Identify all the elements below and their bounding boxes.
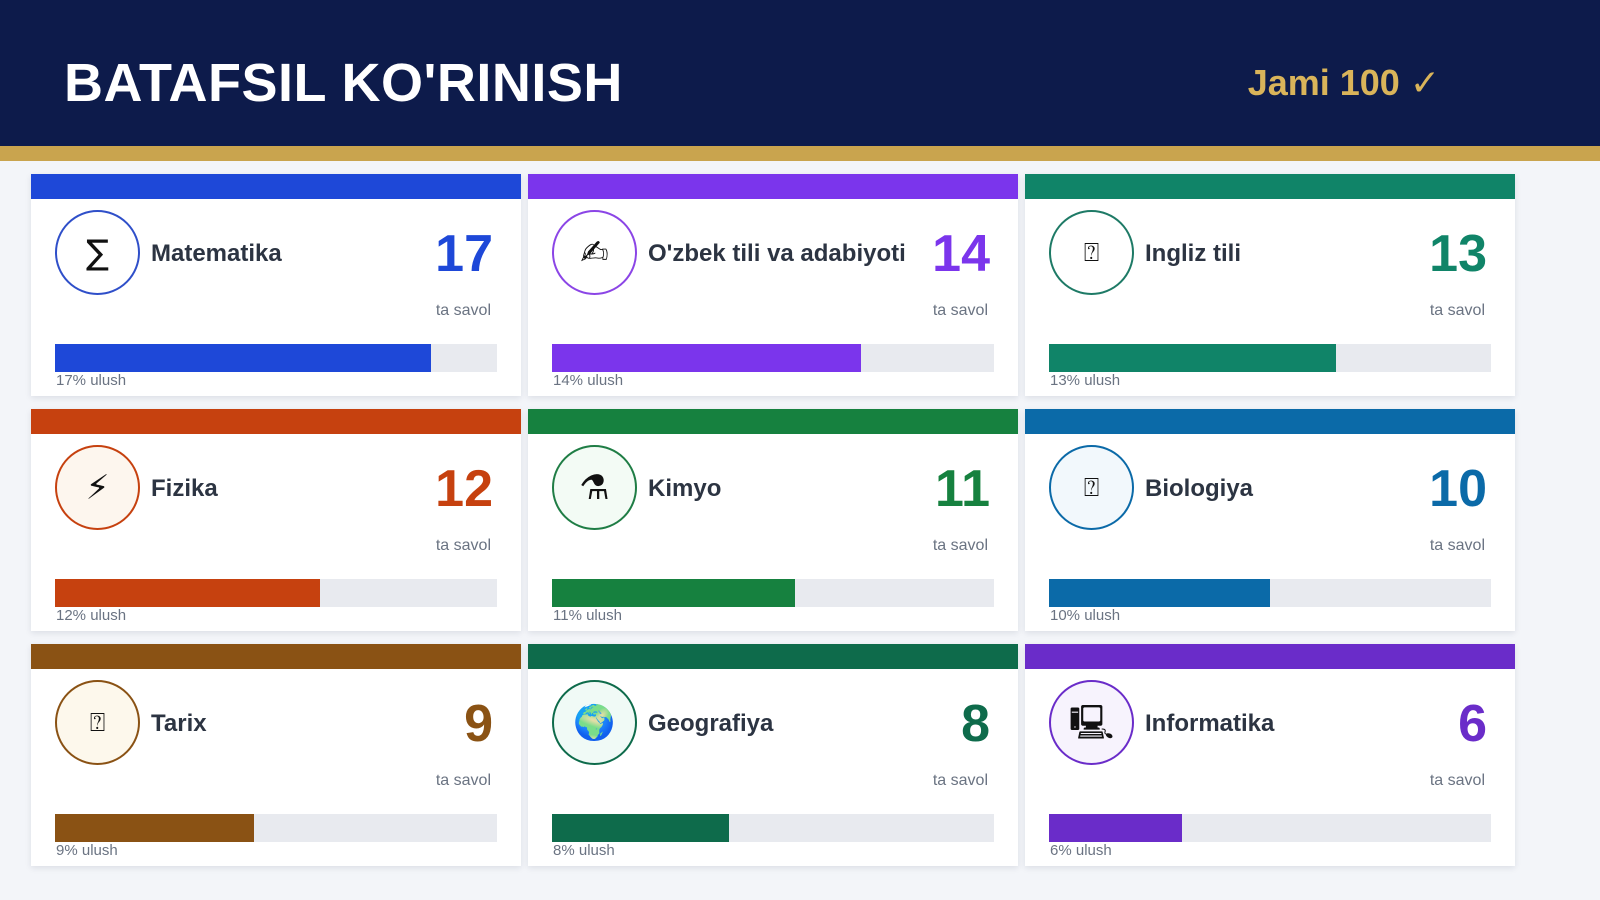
header-bar: BATAFSIL KO'RINISH Jami 100 ✓: [0, 0, 1600, 146]
question-count: 11: [935, 460, 990, 518]
card-accent-bar: [528, 174, 1018, 199]
sigma-icon: ∑: [86, 232, 109, 273]
subject-name: Informatika: [1145, 710, 1275, 737]
share-label: 17% ulush: [56, 372, 127, 389]
subject-card: ⍰ Biologiya 10 ta savol 10% ulush: [1025, 409, 1515, 631]
subject-icon-circle: ⍰: [55, 680, 140, 765]
globe-icon: 🌍: [573, 702, 616, 743]
subject-name: O'zbek tili va adabiyoti: [648, 240, 906, 267]
total-badge: Jami 100 ✓: [1247, 62, 1440, 103]
share-progress-fill: [1049, 814, 1182, 842]
subject-card: 🌍 Geografiya 8 ta savol 8% ulush: [528, 644, 1018, 866]
header-divider: [0, 146, 1600, 161]
share-progress-track: [552, 579, 994, 607]
question-count: 14: [932, 225, 990, 283]
count-unit-label: ta savol: [435, 537, 491, 554]
subject-icon-circle: ∑: [55, 210, 140, 295]
question-count: 6: [1458, 695, 1487, 753]
card-accent-bar: [1025, 644, 1515, 669]
page-title: BATAFSIL KO'RINISH: [64, 53, 623, 113]
share-progress-track: [1049, 344, 1491, 372]
count-unit-label: ta savol: [932, 302, 988, 319]
subject-card: ∑ Matematika 17 ta savol 17% ulush: [31, 174, 521, 396]
share-progress-track: [55, 579, 497, 607]
count-unit-label: ta savol: [1429, 772, 1485, 789]
placeholder-box-icon: ⍰: [1083, 237, 1100, 268]
share-label: 14% ulush: [553, 372, 624, 389]
placeholder-box-icon: ⍰: [89, 707, 106, 738]
share-progress-track: [1049, 814, 1491, 842]
share-progress-track: [552, 344, 994, 372]
subject-name: Kimyo: [648, 475, 722, 502]
share-progress-fill: [552, 814, 729, 842]
share-progress-fill: [55, 814, 254, 842]
subject-card: 🖳 Informatika 6 ta savol 6% ulush: [1025, 644, 1515, 866]
placeholder-box-icon: ⍰: [1083, 472, 1100, 503]
subject-icon-circle: 🖳: [1049, 680, 1134, 765]
share-label: 6% ulush: [1050, 842, 1112, 859]
subject-name: Geografiya: [648, 710, 774, 737]
share-label: 12% ulush: [56, 607, 127, 624]
card-accent-bar: [31, 409, 521, 434]
card-accent-bar: [528, 644, 1018, 669]
question-count: 9: [464, 695, 493, 753]
subject-icon-circle: ⍰: [1049, 210, 1134, 295]
share-progress-track: [55, 344, 497, 372]
subject-name: Matematika: [151, 240, 282, 267]
count-unit-label: ta savol: [932, 537, 988, 554]
card-accent-bar: [1025, 409, 1515, 434]
count-unit-label: ta savol: [435, 302, 491, 319]
share-progress-track: [1049, 579, 1491, 607]
share-label: 11% ulush: [553, 607, 622, 624]
subject-name: Ingliz tili: [1145, 240, 1241, 267]
card-accent-bar: [528, 409, 1018, 434]
subject-icon-circle: ✍: [552, 210, 637, 295]
subject-icon-circle: 🌍: [552, 680, 637, 765]
question-count: 8: [961, 695, 990, 753]
share-label: 9% ulush: [56, 842, 118, 859]
lightning-icon: ⚡: [85, 467, 110, 508]
subject-card: ⚡ Fizika 12 ta savol 12% ulush: [31, 409, 521, 631]
subject-name: Fizika: [151, 475, 218, 502]
share-label: 13% ulush: [1050, 372, 1121, 389]
card-accent-bar: [1025, 174, 1515, 199]
card-accent-bar: [31, 174, 521, 199]
count-unit-label: ta savol: [1429, 302, 1485, 319]
card-accent-bar: [31, 644, 521, 669]
question-count: 10: [1429, 460, 1487, 518]
count-unit-label: ta savol: [1429, 537, 1485, 554]
share-progress-fill: [552, 579, 796, 607]
share-label: 10% ulush: [1050, 607, 1121, 624]
share-progress-fill: [55, 344, 431, 372]
subject-grid: ∑ Matematika 17 ta savol 17% ulush ✍ O'zbek ti…: [31, 174, 1567, 884]
count-unit-label: ta savol: [435, 772, 491, 789]
question-count: 17: [435, 225, 493, 283]
question-count: 13: [1429, 225, 1487, 283]
share-progress-track: [552, 814, 994, 842]
share-progress-track: [55, 814, 497, 842]
subject-card: ⚗ Kimyo 11 ta savol 11% ulush: [528, 409, 1018, 631]
flask-icon: ⚗: [579, 467, 610, 508]
subject-name: Biologiya: [1145, 475, 1254, 502]
subject-name: Tarix: [151, 710, 207, 737]
computer-icon: 🖳: [1068, 702, 1115, 743]
subject-icon-circle: ⍰: [1049, 445, 1134, 530]
subject-card: ⍰ Tarix 9 ta savol 9% ulush: [31, 644, 521, 866]
subject-card: ⍰ Ingliz tili 13 ta savol 13% ulush: [1025, 174, 1515, 396]
question-count: 12: [435, 460, 493, 518]
writing-hand-icon: ✍: [580, 232, 609, 273]
subject-icon-circle: ⚡: [55, 445, 140, 530]
share-progress-fill: [1049, 579, 1270, 607]
share-progress-fill: [1049, 344, 1337, 372]
subject-icon-circle: ⚗: [552, 445, 637, 530]
share-progress-fill: [55, 579, 321, 607]
subject-card: ✍ O'zbek tili va adabiyoti 14 ta savol 14% u…: [528, 174, 1018, 396]
share-label: 8% ulush: [553, 842, 615, 859]
count-unit-label: ta savol: [932, 772, 988, 789]
share-progress-fill: [552, 344, 862, 372]
